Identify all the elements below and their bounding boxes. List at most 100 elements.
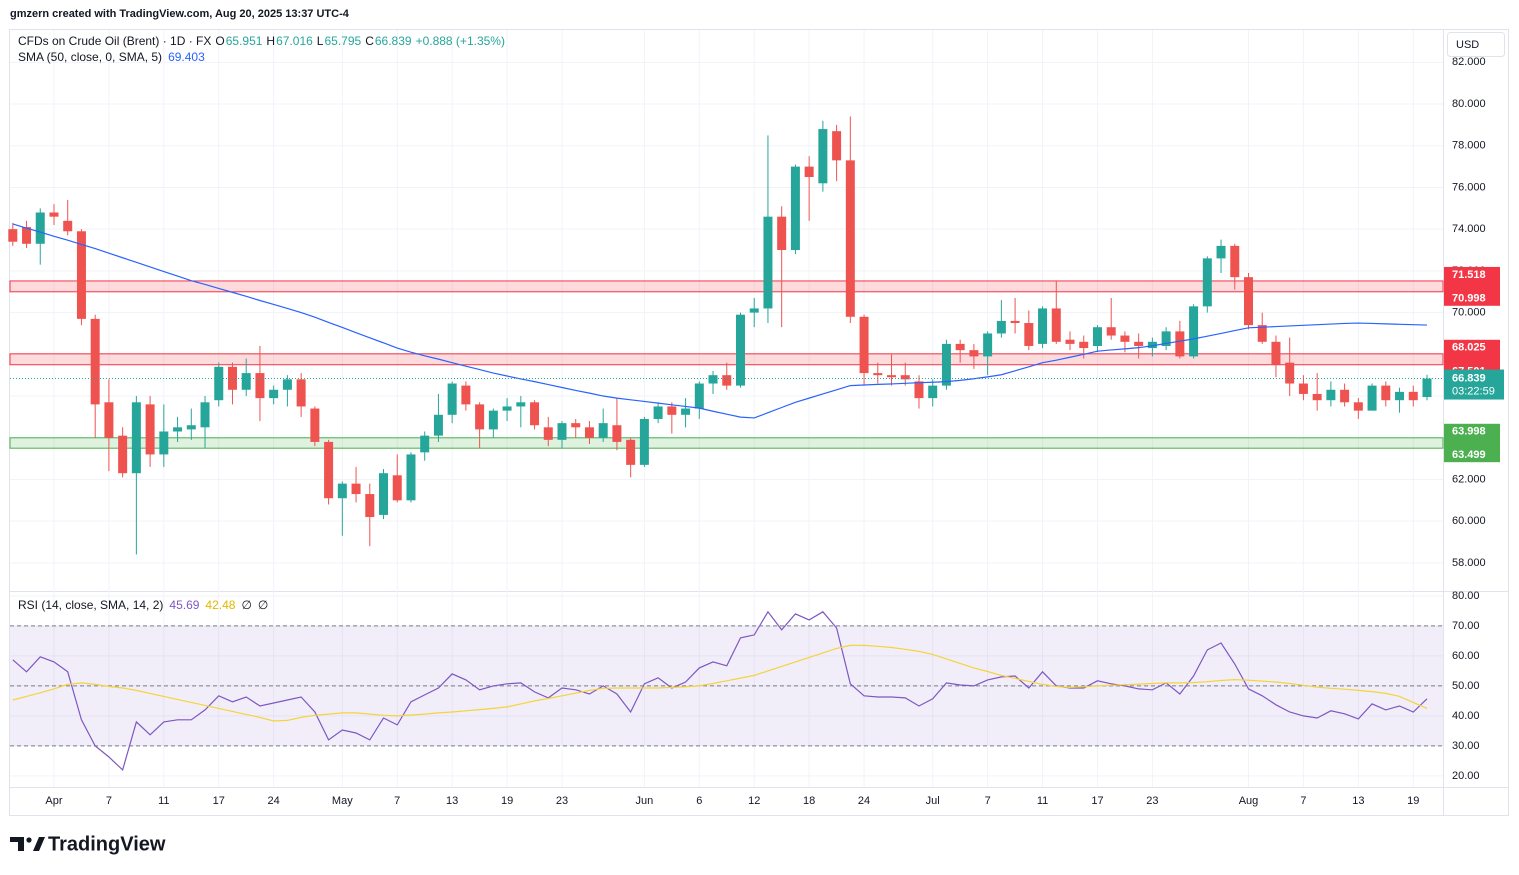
rsi-tick-label: 50.00 (1452, 680, 1480, 692)
candle-body (63, 220, 73, 232)
candle-body (667, 406, 677, 415)
candle-body (1010, 320, 1020, 324)
y-tick-label: 58.000 (1452, 557, 1486, 569)
legend-text: 69.403 (168, 50, 205, 64)
rsi-tick-label: 60.00 (1452, 650, 1480, 662)
y-tick-label: 60.000 (1452, 515, 1486, 527)
currency-button[interactable] (1447, 32, 1505, 57)
candle-body (1271, 341, 1281, 365)
x-tick-label: 13 (446, 795, 458, 807)
x-tick-label: Jun (636, 795, 654, 807)
candle-body (159, 431, 169, 455)
candle-body (1244, 277, 1253, 326)
logo-dot (26, 837, 32, 843)
candle-body (118, 435, 128, 474)
x-tick-label: 18 (803, 795, 815, 807)
legend-text: H (266, 34, 275, 48)
rsi-line (12, 610, 1428, 772)
candle-body (241, 373, 251, 390)
legend-text: 65.951 (226, 34, 263, 48)
candle-body (8, 229, 18, 242)
x-tick-label: 19 (1407, 795, 1419, 807)
candle-body (598, 423, 608, 438)
rsi-tick-label: 20.00 (1452, 770, 1480, 782)
candle-body (49, 212, 59, 217)
logo-shape (10, 837, 24, 851)
chart-frame (9, 29, 1509, 816)
y-tick-label: 70.000 (1452, 307, 1486, 319)
legend-text: CFDs on Crude Oil (Brent) · 1D · FX (18, 34, 211, 48)
legend-text: 66.839 (375, 34, 412, 48)
zone-top-label: 63.998 (1452, 426, 1486, 438)
legend-text: 42.48 (205, 598, 235, 612)
x-tick-label: 17 (213, 795, 225, 807)
x-tick-label: 7 (1300, 795, 1306, 807)
legend-text: ∅ (258, 598, 268, 612)
candle-body (983, 333, 993, 357)
x-tick-label: Jul (926, 795, 940, 807)
candle-body (1079, 341, 1089, 349)
logo-slash (33, 837, 45, 851)
candle-body (530, 402, 540, 426)
candle-body (310, 408, 320, 442)
candle-body (1147, 341, 1157, 349)
countdown-label: 03:22:59 (1452, 385, 1495, 397)
y-tick-label: 78.000 (1452, 140, 1486, 152)
candle-body (955, 343, 965, 351)
candle-body (996, 320, 1006, 334)
y-tick-label: 82.000 (1452, 56, 1486, 68)
zone-top-label: 71.518 (1452, 269, 1486, 281)
candle-body (887, 375, 897, 378)
candle-body (763, 216, 773, 309)
candle-body (1120, 335, 1130, 342)
candle-body (90, 318, 100, 405)
candle-body (1051, 308, 1061, 342)
candle-body (1024, 323, 1034, 346)
candle-body (1106, 327, 1116, 336)
candle-body (790, 166, 800, 251)
last-price-label: 66.839 (1452, 372, 1486, 384)
candle-body (420, 435, 430, 453)
rsi-tick-label: 80.00 (1452, 590, 1480, 602)
candle-body (777, 216, 787, 251)
candle-body (928, 385, 938, 399)
candle-body (145, 404, 155, 455)
candle-body (269, 389, 279, 399)
legend-text: 45.69 (169, 598, 199, 612)
legend-text: ∅ (241, 598, 251, 612)
candle-body (804, 166, 814, 178)
candle-body (735, 314, 745, 386)
candle-body (35, 212, 45, 244)
candle-body (749, 308, 759, 313)
logo-icon (10, 837, 45, 851)
x-tick-label: 12 (748, 795, 760, 807)
rsi-tick-label: 30.00 (1452, 740, 1480, 752)
y-tick-label: 76.000 (1452, 181, 1486, 193)
candle-body (22, 227, 32, 244)
candle-body (1202, 258, 1212, 307)
currency-label: USD (1456, 39, 1479, 51)
candle-body (1161, 331, 1171, 346)
legend-text: +0.888 (+1.35%) (416, 34, 505, 48)
candle-body (1285, 362, 1295, 384)
candle-body (694, 383, 704, 409)
candle-body (1189, 306, 1199, 357)
sma-line (12, 223, 1428, 419)
candle-body (571, 423, 581, 428)
candle-body (969, 350, 979, 357)
candle-body (845, 160, 855, 317)
candle-body (433, 414, 443, 436)
candle-body (708, 375, 718, 384)
zone-bottom-label: 63.499 (1452, 449, 1486, 461)
rsi-tick-label: 40.00 (1452, 710, 1480, 722)
candle-body (1326, 389, 1336, 401)
zone (9, 280, 1444, 293)
logo-text: TradingView (48, 833, 166, 855)
x-tick-label: 17 (1091, 795, 1103, 807)
candle-body (543, 427, 553, 440)
candle-body (76, 231, 86, 319)
candle-body (859, 316, 869, 374)
y-tick-label: 74.000 (1452, 223, 1486, 235)
candle-body (941, 343, 951, 386)
